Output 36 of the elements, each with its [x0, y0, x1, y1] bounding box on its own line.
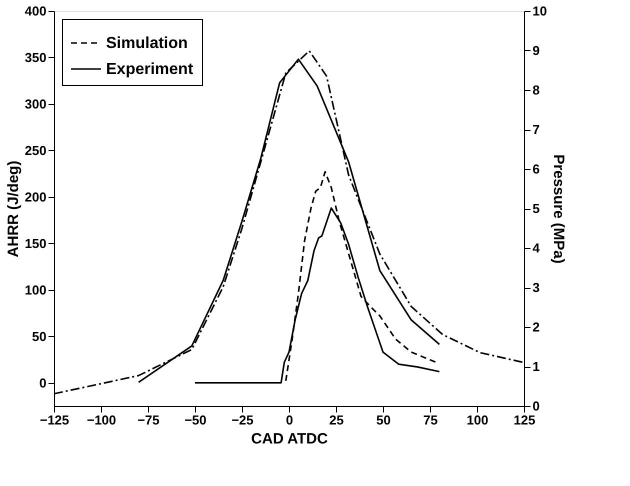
y2-tick-label: 5 [532, 201, 540, 216]
y-tick-label: 100 [24, 282, 46, 298]
y-tick-label: 300 [24, 96, 46, 112]
y2-axis-title: Pressure (MPa) [550, 154, 567, 264]
x-tick-label: 50 [376, 412, 391, 428]
legend-label: Experiment [106, 61, 194, 78]
x-tick-label: 25 [329, 412, 344, 428]
x-tick-label: −125 [40, 412, 70, 428]
x-axis-title: CAD ATDC [251, 430, 328, 448]
y-tick-label: 400 [24, 4, 46, 18]
x-tick-label: −75 [137, 412, 160, 428]
y2-tick-label: 9 [532, 43, 540, 58]
y2-tick-label: 0 [532, 398, 540, 414]
x-tick-label: 100 [466, 412, 488, 428]
x-tick-label: −100 [86, 412, 116, 428]
x-tick-label: 0 [286, 412, 294, 428]
y2-tick-label: 2 [532, 320, 540, 334]
y-tick-label: 350 [24, 50, 46, 65]
x-tick-label: −50 [184, 412, 207, 428]
y2-tick-label: 10 [532, 4, 547, 18]
y-tick-label: 250 [24, 142, 46, 158]
y-tick-label: 150 [24, 236, 46, 251]
y-tick-label: 0 [39, 375, 46, 390]
x-tick-label: 75 [423, 412, 438, 428]
y2-tick-label: 8 [532, 82, 540, 98]
legend-label: Simulation [106, 35, 188, 52]
y2-tick-label: 7 [532, 122, 540, 137]
y2-tick-label: 6 [532, 162, 540, 176]
x-tick-label: 125 [514, 412, 536, 428]
y-axis-title: AHRR (J/deg) [4, 160, 22, 258]
x-tick-label: −25 [231, 412, 254, 428]
y2-tick-label: 4 [532, 240, 540, 256]
y2-tick-label: 1 [532, 359, 540, 374]
y-tick-label: 200 [24, 189, 46, 204]
y2-tick-label: 3 [532, 280, 540, 295]
y-tick-label: 50 [32, 328, 46, 344]
